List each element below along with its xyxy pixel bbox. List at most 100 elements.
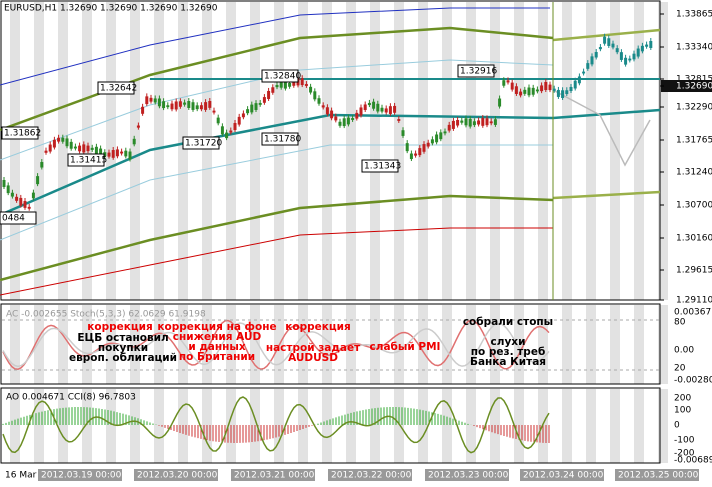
candle-body (540, 85, 544, 92)
candle-body (2, 180, 6, 187)
symbol-header: EURUSD,H1 1.32690 1.32690 1.32690 1.3269… (4, 4, 218, 14)
candle-body (342, 118, 346, 127)
candle-body (422, 144, 426, 152)
candle-body (115, 149, 119, 157)
stripe (538, 2, 548, 300)
price-label: 1.29110 (676, 296, 712, 306)
projection (552, 89, 651, 167)
candle-body (52, 139, 56, 148)
candle-body (628, 58, 632, 61)
candle-body (78, 145, 82, 152)
candle-body (10, 192, 14, 197)
stripe (610, 305, 620, 384)
candle-body (544, 81, 548, 91)
candle-body (225, 132, 229, 139)
candle-body (254, 103, 258, 110)
stripe (658, 389, 668, 463)
candle-body (162, 101, 166, 109)
stripe (154, 389, 164, 463)
candle-body (246, 109, 250, 114)
candle-body (531, 87, 535, 95)
stripe (442, 389, 452, 463)
price-label: 1.32690 (676, 82, 712, 92)
stripe (10, 305, 20, 384)
candle-body (36, 176, 40, 185)
time-label: 2012.03.23 00:00 (428, 471, 509, 481)
candle-body (262, 97, 266, 103)
stripe (466, 305, 476, 384)
candle-body (204, 102, 208, 110)
stripe (658, 305, 668, 384)
cci-title: AO 0.004671 CCI(8) 96.7803 (6, 393, 136, 403)
price-label: 1.33340 (676, 43, 712, 53)
cci-axis-label: 0 (674, 421, 680, 431)
stripe (178, 2, 188, 300)
candle-body (271, 87, 275, 93)
candle-body (288, 82, 292, 87)
candle-body (477, 120, 481, 125)
candle-body (393, 105, 397, 113)
price-label: 1.32290 (676, 103, 712, 113)
annotation: снижения AUD (173, 331, 262, 343)
candle-body (598, 47, 602, 50)
candle-body (607, 38, 611, 46)
candle-body (451, 120, 455, 129)
stripe (634, 2, 644, 300)
stoch-axis-label: 80 (674, 318, 686, 328)
stripe (586, 389, 596, 463)
candle-body (548, 84, 552, 91)
stripe (34, 389, 44, 463)
price-tag-box (261, 132, 299, 146)
cci-axis-label: -0.006891 (674, 456, 712, 466)
stripe (562, 389, 572, 463)
candle-body (157, 98, 161, 107)
stripe (490, 305, 500, 384)
annotation: коррекция (87, 321, 153, 333)
cci-line (2, 396, 550, 454)
stripe (586, 305, 596, 384)
candle-body (57, 137, 61, 142)
candle-body (590, 56, 594, 65)
candle-body (514, 86, 518, 94)
stripe (346, 389, 356, 463)
candle-body (241, 113, 245, 118)
candle-body (447, 124, 451, 131)
candle-body (468, 118, 472, 127)
stripe (202, 2, 212, 300)
stoch-axis-label: 20 (674, 364, 686, 374)
annotation: коррекция на фоне (157, 321, 276, 333)
candle-body (338, 121, 342, 126)
candle-body (237, 116, 241, 125)
cci-frame (0, 387, 661, 464)
stripe (250, 2, 260, 300)
stripe (634, 305, 644, 384)
stoch-axis-label: -0.002800 (674, 376, 712, 386)
stripe (274, 2, 284, 300)
candle-body (6, 185, 10, 194)
annotation: Банка Китая (470, 356, 546, 368)
stripe (562, 305, 572, 384)
candle-body (460, 120, 464, 123)
candle-body (565, 90, 569, 95)
candle-body (149, 97, 153, 102)
candle-body (23, 201, 27, 208)
stoch-signal (2, 322, 550, 368)
candle-body (334, 116, 338, 121)
band (0, 227, 553, 296)
stripe (34, 305, 44, 384)
candle-body (304, 84, 308, 86)
candle-body (636, 48, 640, 57)
candle-body (317, 98, 321, 104)
stripe (154, 305, 164, 384)
candle-body (439, 132, 443, 140)
cci-axis-label: 200 (674, 394, 691, 404)
stripe (658, 2, 668, 300)
candle-body (61, 137, 65, 142)
candle-body (561, 90, 565, 98)
candle-body (220, 126, 224, 135)
candle-body (582, 71, 586, 74)
price-label: 1.29615 (676, 266, 712, 276)
candle-body (573, 80, 577, 89)
stripe (538, 305, 548, 384)
candle-body (31, 192, 35, 199)
